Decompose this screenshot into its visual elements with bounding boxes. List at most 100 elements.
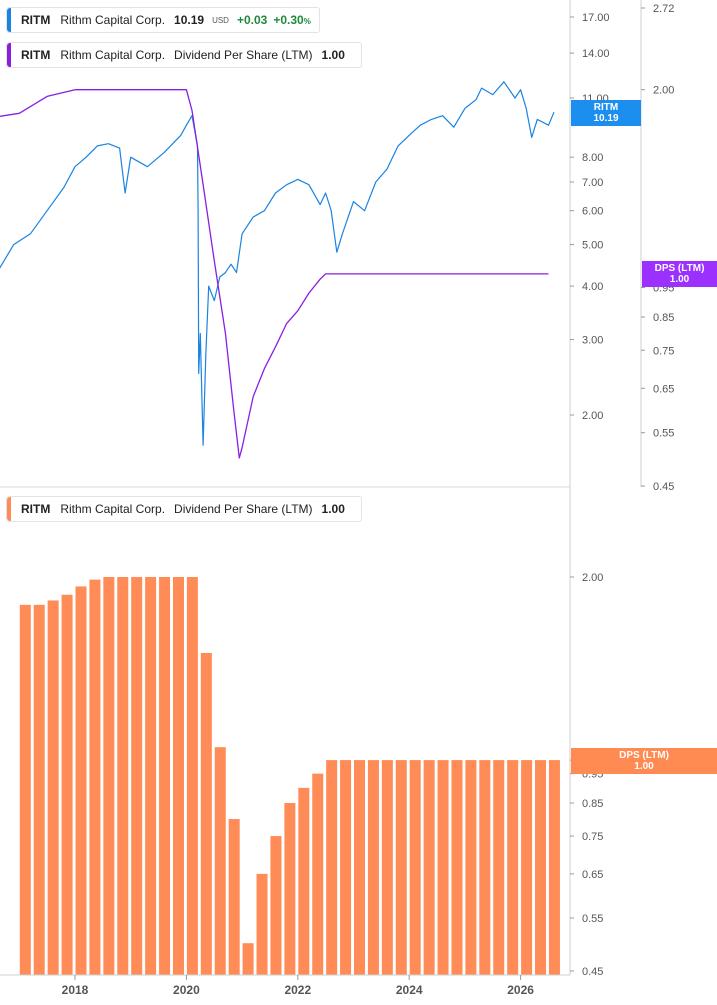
legend-price-swatch (7, 8, 11, 32)
dps-bar (200, 652, 212, 975)
dps-bottom-tick-label: 0.55 (582, 913, 603, 925)
dps-bar (270, 836, 282, 975)
dps-top-tick-label: 0.75 (653, 345, 674, 357)
legend-dps-top-swatch (7, 43, 11, 67)
legend-dps-bottom-ticker: RITM (21, 502, 51, 516)
dps-bar (242, 943, 254, 975)
dps-bar (507, 760, 519, 975)
dps-bar (354, 760, 365, 975)
dps-bar (214, 747, 226, 975)
dps-bar (103, 577, 115, 975)
dps-bar (228, 819, 240, 975)
legend-price-company: Rithm Capital Corp. (60, 13, 166, 27)
dps-bar (409, 760, 421, 975)
dps-bar (47, 600, 59, 975)
x-tick-label: 2022 (284, 983, 311, 997)
dps-bar (367, 760, 379, 975)
tag-dps-bottom-label: DPS (LTM) (619, 750, 669, 761)
dps-bar (465, 760, 477, 975)
dps-bar (61, 594, 73, 975)
dps-bar (75, 586, 87, 975)
dps-bar (89, 579, 101, 975)
dps-line (0, 89, 549, 459)
dps-bars-layer (19, 577, 560, 975)
dps-bar (548, 760, 560, 975)
dps-top-tick-label: 0.85 (653, 312, 674, 324)
dps-bottom-tick-label: 0.75 (582, 831, 603, 843)
legend-dps-top[interactable]: RITM Rithm Capital Corp. Dividend Per Sh… (6, 42, 362, 68)
dps-bar (33, 604, 45, 975)
legend-dps-bottom-value: 1.00 (321, 502, 345, 516)
dps-top-tick-label: 0.45 (653, 481, 674, 493)
x-tick-label: 2018 (62, 983, 89, 997)
dps-bar (326, 760, 338, 975)
tag-dps-top-label: DPS (LTM) (654, 263, 705, 274)
dps-top-tick-label: 0.55 (653, 428, 674, 440)
dps-bar (395, 760, 407, 975)
legend-dps-top-metric: Dividend Per Share (LTM) (174, 48, 313, 62)
legend-dps-top-value: 1.00 (321, 48, 345, 62)
dps-bar (284, 803, 296, 975)
dps-bar (145, 577, 157, 975)
dps-top-tick-label: 2.72 (653, 3, 674, 15)
x-tick-label: 2024 (396, 983, 423, 997)
dps-bottom-tick-label: 0.65 (582, 869, 603, 881)
dps-bar (340, 760, 352, 975)
legend-dps-bottom[interactable]: RITM Rithm Capital Corp. Dividend Per Sh… (6, 496, 362, 522)
price-tick-label: 8.00 (582, 152, 603, 164)
dps-top-tick-label: 2.00 (653, 85, 674, 97)
dps-bar (131, 577, 143, 975)
price-tick-label: 6.00 (582, 206, 603, 218)
dps-top-tick-label: 0.65 (653, 383, 674, 395)
legend-dps-top-ticker: RITM (21, 48, 51, 62)
tag-price: RITM 10.19 (571, 100, 641, 126)
legend-price-value: 10.19 (174, 13, 205, 27)
dps-bar (312, 773, 324, 975)
price-tick-label: 2.00 (582, 410, 603, 422)
tag-dps-top-value: 1.00 (669, 274, 690, 285)
tag-dps-bottom: DPS (LTM) 1.00 (571, 748, 717, 774)
legend-dps-bottom-swatch (7, 497, 11, 521)
price-tick-label: 4.00 (582, 281, 603, 293)
dps-bar (186, 577, 198, 975)
dps-bar (423, 760, 435, 975)
legend-price-ticker: RITM (21, 13, 51, 27)
price-tick-label: 17.00 (582, 12, 610, 24)
price-tick-label: 3.00 (582, 335, 603, 347)
dps-bar (19, 604, 31, 975)
legend-dps-bottom-company: Rithm Capital Corp. (60, 502, 166, 516)
dps-bar (159, 577, 171, 975)
legend-price-change-pct-sign: % (303, 17, 311, 26)
price-tick-label: 7.00 (582, 177, 603, 189)
dps-bar (493, 760, 505, 975)
dps-bar (479, 760, 491, 975)
legend-price-currency: USD (212, 15, 229, 25)
dps-bottom-tick-label: 0.45 (582, 966, 603, 978)
dps-bar (256, 873, 268, 975)
legend-price[interactable]: RITM Rithm Capital Corp. 10.19 USD +0.03… (6, 7, 320, 33)
tag-dps-bottom-value: 1.00 (634, 761, 654, 772)
dps-bottom-tick-label: 0.85 (582, 798, 603, 810)
dps-bar (172, 577, 184, 975)
x-tick-label: 2020 (173, 983, 200, 997)
lines-layer (0, 81, 555, 459)
dps-bar (298, 787, 310, 975)
legend-price-change-pct: +0.30% (273, 13, 311, 27)
dps-bar (381, 760, 393, 975)
price-line (0, 81, 555, 446)
tag-dps-top: DPS (LTM) 1.00 (642, 261, 717, 287)
dps-bar (117, 577, 129, 975)
price-tick-label: 14.00 (582, 48, 610, 60)
dps-bottom-tick-label: 2.00 (582, 572, 603, 584)
tag-price-value: 10.19 (593, 113, 619, 124)
tag-price-label: RITM (593, 102, 619, 113)
dps-bar (535, 760, 547, 975)
price-tick-label: 5.00 (582, 240, 603, 252)
x-tick-label: 2026 (507, 983, 534, 997)
legend-dps-bottom-metric: Dividend Per Share (LTM) (174, 502, 313, 516)
dps-bar (451, 760, 463, 975)
legend-price-change: +0.03 (236, 13, 268, 27)
legend-dps-top-company: Rithm Capital Corp. (60, 48, 166, 62)
legend-price-change-pct-value: +0.30 (273, 13, 304, 27)
